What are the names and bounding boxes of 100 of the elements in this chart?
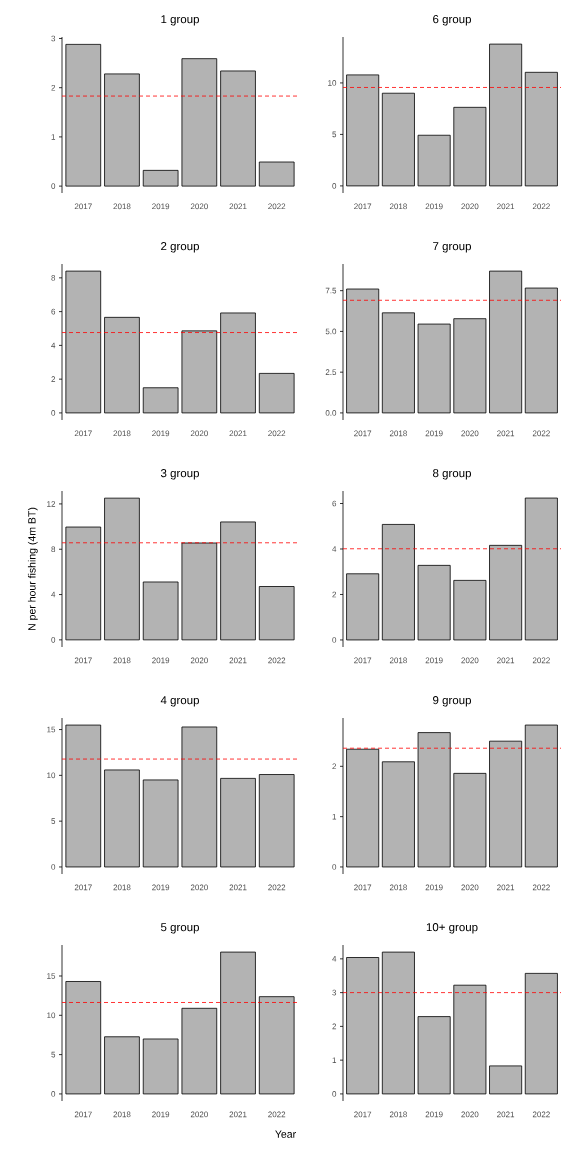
- bar: [220, 521, 256, 641]
- y-tick-label: 8: [51, 546, 56, 553]
- x-tick-label: 2019: [152, 430, 170, 437]
- bar: [142, 581, 179, 641]
- y-tick-label: 0: [332, 864, 337, 870]
- y-tick-label: 15: [47, 973, 56, 979]
- bar: [524, 972, 558, 1095]
- y-tick-label: 6: [51, 308, 56, 315]
- x-tick-label: 2022: [268, 884, 286, 891]
- x-tick-label: 2017: [74, 203, 92, 210]
- bar: [104, 497, 140, 641]
- chart-title: 3 group: [160, 469, 199, 480]
- x-tick-label: 2020: [190, 1111, 208, 1118]
- chart-title: 1 group: [161, 15, 199, 26]
- x-tick-label: 2022: [268, 1111, 286, 1118]
- x-tick-label: 2021: [497, 657, 515, 664]
- x-tick-label: 2020: [190, 430, 208, 437]
- bar: [65, 724, 102, 868]
- x-tick-label: 2021: [229, 884, 247, 891]
- bar: [258, 373, 295, 414]
- y-tick-label: 2: [332, 1023, 337, 1030]
- y-tick-label: 4: [51, 342, 56, 349]
- bar: [65, 981, 102, 1095]
- bar: [142, 387, 179, 414]
- bar: [65, 526, 102, 641]
- bar: [417, 134, 451, 187]
- y-tick-label: 1: [332, 1057, 337, 1063]
- x-tick-label: 2018: [389, 430, 407, 437]
- x-tick-label: 2018: [113, 657, 131, 664]
- bar: [346, 748, 380, 868]
- x-tick-label: 2017: [74, 1111, 92, 1118]
- y-tick-label: 10: [47, 772, 56, 779]
- x-tick-label: 2022: [532, 657, 550, 664]
- chart-title: 5 group: [160, 923, 199, 934]
- x-tick-label: 2018: [389, 884, 407, 891]
- bar: [524, 724, 558, 868]
- x-tick-label: 2022: [532, 1111, 550, 1118]
- y-tick-label: 0: [332, 637, 337, 643]
- bar: [524, 497, 558, 641]
- x-tick-label: 2018: [113, 1111, 131, 1118]
- bar: [417, 1016, 451, 1095]
- x-tick-label: 2017: [74, 657, 92, 664]
- x-tick-label: 2020: [461, 430, 479, 437]
- x-tick-label: 2020: [461, 657, 479, 664]
- bar: [453, 579, 487, 641]
- y-tick-label: 15: [47, 726, 56, 733]
- x-tick-label: 2020: [190, 203, 208, 210]
- bar: [489, 1065, 523, 1095]
- x-tick-label: 2017: [74, 884, 92, 891]
- x-tick-label: 2022: [532, 203, 550, 210]
- bar: [489, 544, 523, 641]
- bar: [453, 106, 487, 187]
- x-tick-label: 2021: [497, 430, 515, 437]
- x-tick-label: 2021: [497, 1111, 515, 1118]
- bar: [104, 1036, 140, 1095]
- bar: [142, 1038, 179, 1095]
- bar: [453, 318, 487, 414]
- chart-title: 9 group: [433, 696, 471, 707]
- bar: [181, 330, 218, 414]
- bar: [489, 43, 523, 187]
- x-tick-label: 2018: [389, 1111, 407, 1118]
- x-tick-label: 2017: [354, 430, 372, 437]
- y-tick-label: 3: [51, 35, 56, 42]
- y-tick-label: 6: [332, 500, 337, 507]
- y-tick-label: 4: [51, 591, 56, 598]
- bar: [346, 957, 380, 1095]
- y-tick-label: 2: [332, 591, 337, 598]
- chart-title: 4 group: [160, 696, 199, 707]
- bar: [381, 92, 415, 187]
- x-tick-label: 2021: [229, 430, 247, 437]
- x-tick-label: 2019: [425, 1111, 443, 1118]
- x-tick-label: 2020: [190, 657, 208, 664]
- x-tick-label: 2022: [268, 203, 286, 210]
- y-tick-label: 0.0: [325, 410, 337, 416]
- x-tick-label: 2018: [389, 657, 407, 664]
- y-tick-label: 3: [332, 989, 337, 996]
- y-tick-label: 4: [332, 956, 337, 962]
- x-tick-label: 2017: [354, 884, 372, 891]
- chart-title: 7 group: [433, 242, 471, 253]
- bar: [104, 316, 140, 414]
- x-tick-label: 2020: [190, 884, 208, 891]
- bar: [220, 777, 256, 868]
- chart-title: 2 group: [161, 242, 199, 253]
- bar: [142, 169, 179, 187]
- bar: [181, 726, 218, 868]
- y-tick-label: 8: [51, 275, 56, 281]
- bar: [142, 779, 179, 868]
- x-tick-label: 2017: [354, 657, 372, 664]
- y-tick-label: 0: [51, 1091, 56, 1097]
- x-tick-label: 2021: [229, 1111, 247, 1118]
- x-tick-label: 2022: [268, 430, 286, 437]
- bar: [417, 732, 451, 868]
- chart-title: 6 group: [433, 15, 471, 26]
- y-tick-label: 0: [51, 410, 56, 416]
- x-tick-label: 2019: [425, 430, 443, 437]
- x-tick-label: 2018: [113, 203, 131, 210]
- x-tick-label: 2018: [113, 430, 131, 437]
- y-tick-label: 10: [328, 80, 337, 86]
- bar: [65, 43, 102, 187]
- y-tick-label: 2: [51, 376, 56, 382]
